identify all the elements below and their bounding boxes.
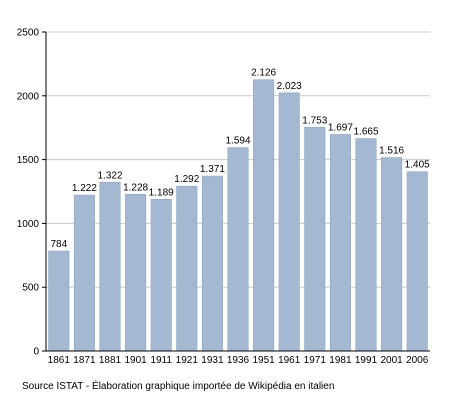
- x-tick-label: 1911: [150, 355, 172, 366]
- axes: [45, 32, 430, 352]
- x-tick-label: 1931: [201, 355, 224, 366]
- data-label: 784: [50, 239, 67, 250]
- x-tick-label: 1951: [252, 355, 275, 366]
- bar: [227, 147, 249, 352]
- data-label: 1.222: [72, 183, 97, 194]
- data-label: 1.405: [405, 160, 430, 171]
- x-tick-label: 1981: [329, 355, 352, 366]
- bar: [201, 175, 223, 352]
- data-label: 1.228: [123, 182, 148, 193]
- y-tick-label: 1500: [17, 155, 40, 166]
- bar: [99, 182, 121, 352]
- bar: [355, 138, 377, 352]
- bar: [278, 92, 300, 352]
- bar: [304, 127, 326, 352]
- x-tick-label: 2001: [380, 355, 403, 366]
- x-tick-labels: 1861 1871 1881 1901 1911 1921 1931 1936 1951 1961…: [48, 355, 429, 366]
- data-label: 1.189: [149, 187, 174, 198]
- x-tick-label: 1921: [176, 355, 199, 366]
- data-label: 1.322: [97, 170, 122, 181]
- data-label: 1.665: [353, 127, 378, 138]
- bar: [381, 157, 403, 352]
- bar: [48, 250, 70, 352]
- x-tick-label: 1991: [355, 355, 378, 366]
- x-tick-label: 1961: [278, 355, 301, 366]
- data-label: 2.126: [251, 68, 276, 79]
- data-label: 1.753: [302, 115, 327, 126]
- x-tick-label: 1871: [73, 355, 96, 366]
- data-label: 1.697: [328, 122, 353, 133]
- data-label: 1.292: [174, 174, 199, 185]
- x-tick-label: 1936: [227, 355, 250, 366]
- y-tick-label: 1000: [17, 219, 40, 230]
- y-tick-label: 2000: [17, 91, 40, 102]
- x-tick-label: 1861: [48, 355, 71, 366]
- data-label: 2.023: [277, 81, 302, 92]
- bars: [48, 79, 428, 352]
- y-tick-label: 0: [33, 347, 39, 358]
- y-tick-labels: 0 500 1000 1500 2000 2500: [17, 28, 40, 358]
- bar: [406, 171, 428, 352]
- bar: [125, 194, 147, 352]
- y-tick-label: 500: [22, 283, 39, 294]
- x-tick-label: 1971: [304, 355, 327, 366]
- y-tick-label: 2500: [17, 28, 40, 39]
- bar: [150, 198, 172, 352]
- bar: [329, 134, 351, 352]
- bar: [73, 194, 95, 352]
- x-tick-label: 1881: [99, 355, 122, 366]
- data-label: 1.371: [200, 164, 225, 175]
- data-label: 1.594: [225, 136, 250, 147]
- x-tick-label: 1901: [124, 355, 147, 366]
- data-label: 1.516: [379, 146, 404, 157]
- x-tick-label: 2006: [406, 355, 429, 366]
- bar: [176, 185, 198, 352]
- bar: [253, 79, 275, 352]
- source-note: Source ISTAT - Élaboration graphique imp…: [22, 381, 335, 392]
